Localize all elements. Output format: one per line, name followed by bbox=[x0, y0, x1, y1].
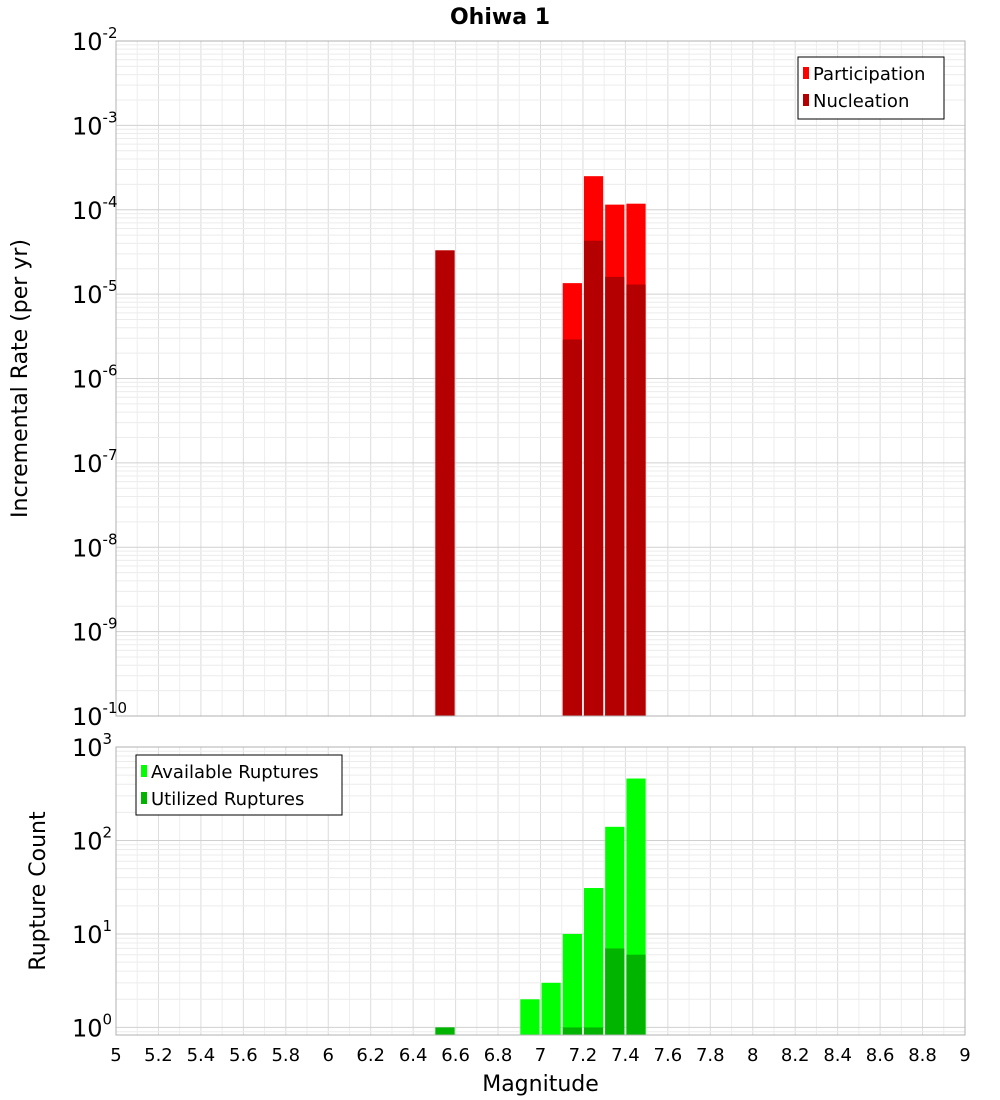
top-y-axis-label: Incremental Rate (per yr) bbox=[8, 239, 33, 518]
legend-box bbox=[135, 754, 343, 816]
legend-swatch-nucleation bbox=[803, 94, 809, 106]
utilized-ruptures-bar bbox=[626, 954, 646, 1035]
y-tick-label: 10-10 bbox=[72, 699, 127, 731]
available-ruptures-bar bbox=[562, 933, 582, 1035]
x-tick-label: 7.6 bbox=[654, 1045, 683, 1066]
x-tick-label: 6.2 bbox=[356, 1045, 385, 1066]
y-tick-label: 103 bbox=[72, 730, 112, 762]
y-tick-label: 102 bbox=[72, 823, 112, 855]
x-tick-label: 8.8 bbox=[908, 1045, 937, 1066]
utilized-ruptures-bar bbox=[562, 1027, 582, 1035]
nucleation-bar bbox=[626, 284, 646, 716]
chart-title: Ohiwa 1 bbox=[450, 5, 550, 30]
x-tick-label: 6.8 bbox=[484, 1045, 513, 1066]
top-y-tick-labels: 10-10 10-9 10-8 10-7 10-6 10-5 10-4 10-3 10-2 bbox=[72, 24, 127, 731]
x-tick-label: 7.8 bbox=[696, 1045, 725, 1066]
legend-swatch-available-ruptures bbox=[141, 765, 147, 777]
y-tick-label: 10-7 bbox=[72, 446, 118, 478]
y-tick-label: 10-4 bbox=[72, 193, 118, 225]
nucleation-bar bbox=[583, 240, 604, 717]
bottom-y-tick-labels: 100 101 102 103 bbox=[72, 730, 112, 1042]
available-ruptures-bar bbox=[520, 999, 540, 1035]
y-tick-label: 101 bbox=[72, 917, 112, 949]
x-tick-label: 6.4 bbox=[399, 1045, 428, 1066]
x-tick-label: 5.2 bbox=[144, 1045, 173, 1066]
bottom-plot-frame bbox=[115, 746, 966, 1036]
x-tick-labels: 5 5.2 5.4 5.6 5.8 6 6.2 6.4 6.6 6.8 7 7.2 7.4 7.6 7.8 8… bbox=[110, 1045, 970, 1066]
y-tick-label: 10-5 bbox=[72, 277, 118, 309]
x-axis-label: Magnitude bbox=[482, 1072, 599, 1097]
x-tick-label: 5.6 bbox=[229, 1045, 258, 1066]
bottom-y-axis-label: Rupture Count bbox=[26, 811, 51, 971]
y-tick-label: 10-8 bbox=[72, 530, 118, 562]
legend-label-participation: Participation bbox=[813, 64, 925, 85]
x-tick-label: 6 bbox=[323, 1045, 334, 1066]
utilized-ruptures-bar bbox=[605, 948, 625, 1035]
x-tick-label: 7 bbox=[535, 1045, 546, 1066]
legend-label-nucleation: Nucleation bbox=[813, 91, 909, 112]
legend-label-available-ruptures: Available Ruptures bbox=[151, 762, 319, 783]
y-tick-label: 10-3 bbox=[72, 108, 118, 140]
top-plot-frame bbox=[115, 40, 966, 717]
x-tick-label: 8 bbox=[747, 1045, 758, 1066]
bottom-bars bbox=[435, 778, 646, 1035]
available-ruptures-bar bbox=[583, 888, 604, 1035]
utilized-ruptures-bar bbox=[583, 1027, 604, 1035]
x-tick-label: 7.2 bbox=[569, 1045, 598, 1066]
nucleation-bar bbox=[562, 339, 582, 716]
x-tick-label: 7.4 bbox=[611, 1045, 640, 1066]
x-tick-label: 8.6 bbox=[866, 1045, 895, 1066]
utilized-ruptures-bar bbox=[435, 1027, 455, 1035]
y-tick-label: 10-2 bbox=[72, 24, 118, 56]
top-legend: Participation Nucleation bbox=[797, 56, 945, 120]
nucleation-bar bbox=[605, 276, 625, 716]
y-tick-label: 10-6 bbox=[72, 362, 118, 394]
x-tick-label: 5.8 bbox=[271, 1045, 300, 1066]
top-bars bbox=[435, 176, 646, 717]
x-tick-label: 8.2 bbox=[781, 1045, 810, 1066]
legend-swatch-participation bbox=[803, 67, 809, 79]
available-ruptures-bar bbox=[541, 982, 561, 1035]
legend-box bbox=[797, 56, 945, 120]
nucleation-bar bbox=[435, 250, 455, 717]
y-tick-label: 10-9 bbox=[72, 615, 118, 647]
top-gridlines bbox=[115, 40, 966, 717]
x-tick-label: 5 bbox=[110, 1045, 121, 1066]
legend-swatch-utilized-ruptures bbox=[141, 792, 147, 804]
x-tick-label: 9 bbox=[959, 1045, 970, 1066]
x-tick-label: 6.6 bbox=[441, 1045, 470, 1066]
y-tick-label: 100 bbox=[72, 1010, 112, 1042]
x-tick-label: 8.4 bbox=[823, 1045, 852, 1066]
legend-label-utilized-ruptures: Utilized Ruptures bbox=[151, 789, 304, 810]
x-tick-label: 5.4 bbox=[187, 1045, 216, 1066]
bottom-legend: Available Ruptures Utilized Ruptures bbox=[135, 754, 343, 816]
